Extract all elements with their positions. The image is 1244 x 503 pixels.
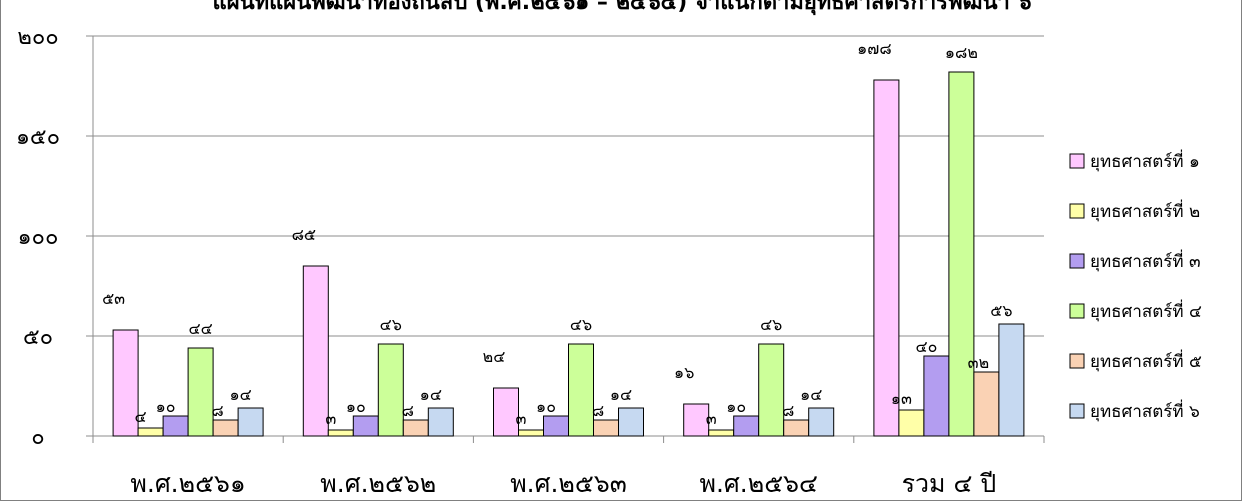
data-label: ๑๓ xyxy=(891,389,912,408)
bar xyxy=(377,343,404,437)
bar xyxy=(998,323,1025,437)
bar xyxy=(618,407,644,437)
bar xyxy=(948,71,975,437)
data-label: ๑๔ xyxy=(229,385,251,404)
bar xyxy=(683,403,710,437)
x-tick-label: พ.ศ.๒๕๖๓ xyxy=(510,469,627,498)
legend-label: ยุทธศาสตร์ที่ ๕ xyxy=(1090,349,1202,372)
y-tick-label: ๑๐๐ xyxy=(18,225,59,250)
data-label: ๒๔ xyxy=(483,347,506,366)
data-label: ๓ xyxy=(325,409,336,428)
legend-swatch xyxy=(1069,153,1085,169)
legend-swatch xyxy=(1069,203,1085,219)
legend-swatch xyxy=(1069,253,1085,269)
data-label: ๑๐ xyxy=(726,397,746,416)
y-tick-label: ๕๐ xyxy=(23,325,53,350)
data-label: ๔๖ xyxy=(380,315,402,334)
bar xyxy=(758,343,785,437)
bar xyxy=(352,415,379,437)
legend-swatch xyxy=(1069,303,1085,319)
data-label: ๕๖ xyxy=(990,301,1012,320)
x-tick-label: พ.ศ.๒๕๖๒ xyxy=(320,469,436,498)
chart-title: แผนที่แผนพัฒนาท้องถิ่นสี่ปี (พ.ศ.๒๕๖๑ – … xyxy=(212,0,1032,15)
legend-swatch xyxy=(1069,353,1085,369)
bar xyxy=(427,407,454,437)
data-label: ๑๐ xyxy=(536,397,556,416)
legend-label: ยุทธศาสตร์ที่ ๖ xyxy=(1090,399,1200,422)
legend-label: ยุทธศาสตร์ที่ ๑ xyxy=(1090,149,1200,172)
y-tick-label: ๑๕๐ xyxy=(16,125,60,150)
legend-label: ยุทธศาสตร์ที่ ๓ xyxy=(1090,249,1201,272)
bar xyxy=(518,429,544,437)
bar xyxy=(402,419,429,437)
legend-label: ยุทธศาสตร์ที่ ๒ xyxy=(1090,199,1200,222)
data-label: ๑๘๒ xyxy=(945,43,978,62)
bar xyxy=(733,415,760,437)
bar xyxy=(783,419,810,437)
data-label: ๕๓ xyxy=(102,289,125,308)
bar xyxy=(973,371,1000,437)
bar xyxy=(593,419,619,437)
data-label: ๑๔ xyxy=(800,385,822,404)
y-tick-label: ๐ xyxy=(31,425,44,450)
data-label: ๑๗๘ xyxy=(857,39,892,58)
data-label: ๔๖ xyxy=(760,315,782,334)
legend-label: ยุทธศาสตร์ที่ ๔ xyxy=(1090,299,1202,322)
data-label: ๘ xyxy=(782,401,794,420)
data-label: ๔๐ xyxy=(915,337,937,356)
bar xyxy=(302,265,329,437)
bar xyxy=(112,329,139,437)
legend-swatch xyxy=(1069,403,1085,419)
data-label: ๓ xyxy=(516,409,527,428)
data-label: ๓ xyxy=(706,409,717,428)
data-label: ๘๕ xyxy=(292,225,316,244)
x-tick-label: พ.ศ.๒๕๖๑ xyxy=(130,469,245,498)
data-label: ๑๖ xyxy=(674,363,694,382)
y-tick-label: ๒๐๐ xyxy=(17,25,58,50)
bar xyxy=(493,387,519,437)
data-label: ๘ xyxy=(211,401,223,420)
data-label: ๔๔ xyxy=(188,319,212,338)
data-label: ๑๐ xyxy=(156,397,176,416)
bar xyxy=(808,407,835,437)
x-tick-label: รวม ๔ ปี xyxy=(902,469,997,498)
bar xyxy=(137,427,164,437)
bar xyxy=(873,79,900,437)
bar xyxy=(237,407,264,437)
data-label: ๑๔ xyxy=(420,385,442,404)
x-tick-label: พ.ศ.๒๕๖๔ xyxy=(699,469,817,498)
data-label: ๔ xyxy=(135,407,147,426)
bar xyxy=(187,347,214,437)
data-label: ๘ xyxy=(592,401,604,420)
data-label: ๔๖ xyxy=(570,315,592,334)
data-label: ๘ xyxy=(402,401,414,420)
bar xyxy=(898,409,925,437)
data-label: ๑๐ xyxy=(346,397,366,416)
bar xyxy=(568,343,594,437)
bar xyxy=(923,355,950,437)
bar xyxy=(162,415,189,437)
bar xyxy=(708,429,735,437)
bar xyxy=(543,415,569,437)
data-label: ๓๒ xyxy=(968,353,989,372)
bar xyxy=(212,419,239,437)
bar xyxy=(327,429,354,437)
data-label: ๑๔ xyxy=(610,385,632,404)
